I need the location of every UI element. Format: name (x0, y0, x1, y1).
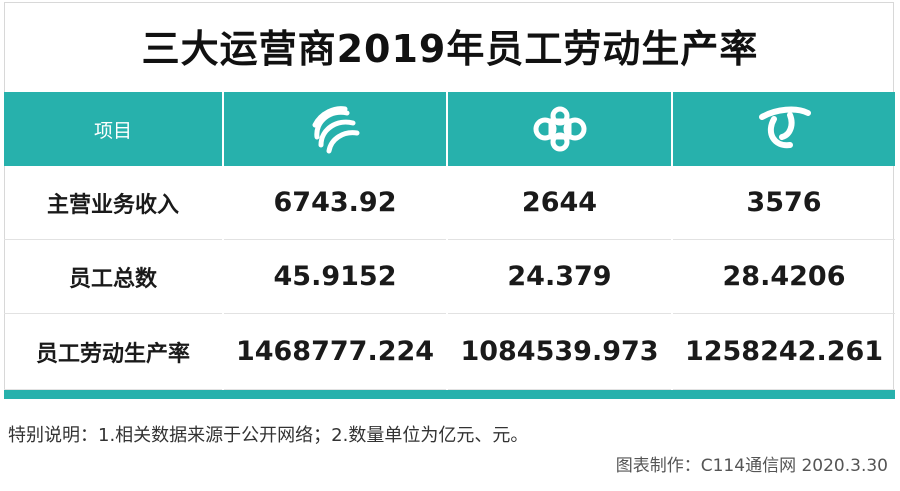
header-label: 项目 (93, 119, 132, 142)
value-cell: 3576 (673, 166, 895, 240)
telecom-logo (759, 106, 811, 149)
value-cell: 45.9152 (224, 240, 446, 314)
row-label: 主营业务收入 (4, 166, 222, 240)
value-cell: 6743.92 (224, 166, 446, 240)
header-cell (448, 92, 671, 166)
value-cell: 1258242.261 (673, 314, 895, 390)
header-cell (673, 92, 895, 166)
value-cell: 28.4206 (673, 240, 895, 314)
source: 图表制作：C114通信网 2020.3.30 (615, 456, 888, 476)
value-cell: 1468777.224 (224, 314, 446, 390)
value-cell: 2644 (448, 166, 671, 240)
header-cell (224, 92, 446, 166)
value-cell: 1084539.973 (448, 314, 671, 390)
unicom-logo (533, 106, 586, 152)
title: 三大运营商2019年员工劳动生产率 (141, 27, 759, 71)
header-cell: 项目 (4, 92, 222, 166)
value-cell: 24.379 (448, 240, 671, 314)
mobile-logo (312, 106, 360, 154)
row-label: 员工劳动生产率 (4, 314, 222, 390)
row-label: 员工总数 (4, 240, 222, 314)
note: 特别说明：1.相关数据来源于公开网络；2.数量单位为亿元、元。 (8, 425, 529, 446)
footer-bar (4, 390, 895, 399)
